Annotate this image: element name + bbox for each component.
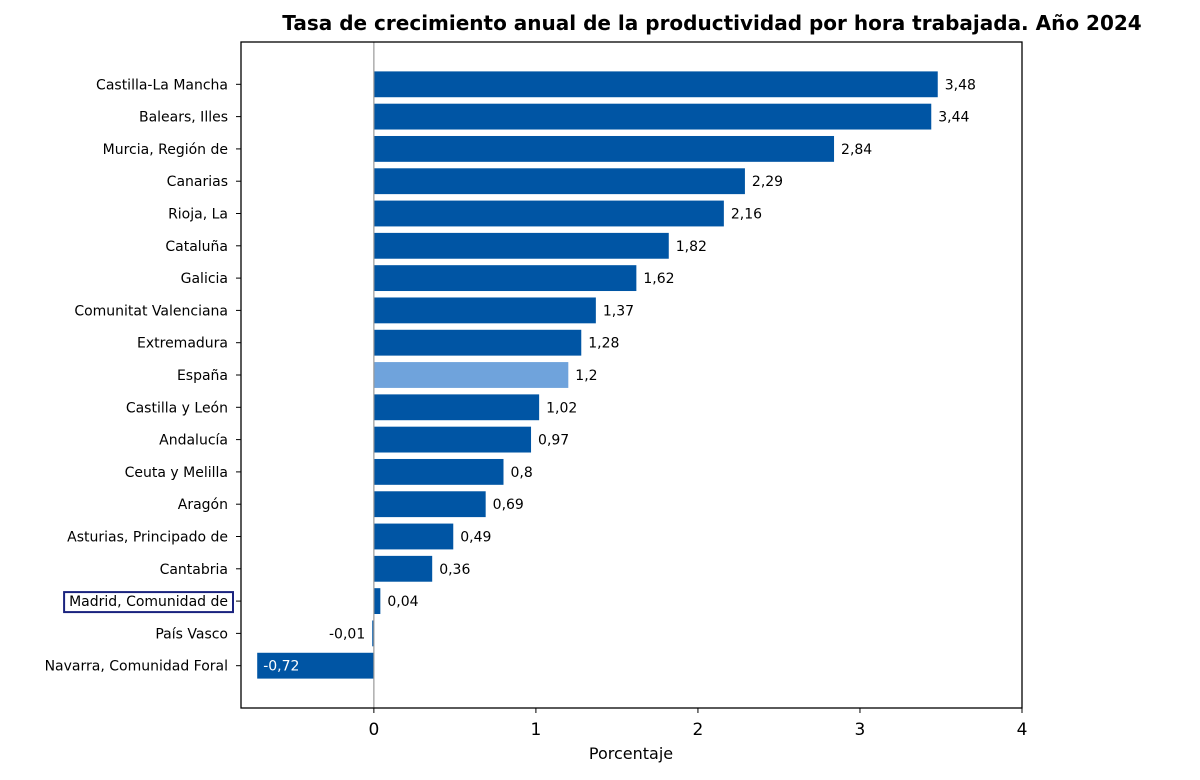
x-tick-label: 2 — [693, 720, 704, 740]
y-tick-label: País Vasco — [155, 626, 228, 642]
bar — [373, 362, 569, 388]
data-label: -0,01 — [329, 626, 365, 642]
data-label: 2,29 — [752, 174, 783, 190]
bar — [373, 329, 582, 356]
y-tick-label: Cantabria — [160, 562, 228, 578]
bar — [373, 135, 835, 162]
bar — [373, 394, 540, 421]
y-tick-label: Aragón — [178, 497, 228, 513]
y-tick-label: Ceuta y Melilla — [125, 465, 228, 481]
data-label: 0,69 — [493, 497, 524, 513]
data-label: 0,97 — [538, 433, 569, 449]
bar — [257, 652, 374, 679]
data-label: 2,16 — [731, 207, 762, 223]
bar — [373, 458, 504, 485]
x-tick-label: 1 — [530, 720, 541, 740]
y-tick-label: Comunitat Valenciana — [74, 303, 228, 319]
data-label: -0,72 — [263, 659, 299, 675]
y-tick-label: España — [177, 368, 228, 384]
bar — [373, 265, 637, 292]
x-axis-label: Porcentaje — [589, 744, 673, 763]
data-label: 0,49 — [460, 529, 491, 545]
bar — [372, 620, 374, 647]
y-tick-label: Navarra, Comunidad Foral — [45, 659, 228, 675]
bar — [373, 523, 454, 550]
data-label: 0,36 — [439, 562, 470, 578]
y-tick-label: Asturias, Principado de — [67, 529, 228, 545]
y-tick-label: Canarias — [167, 174, 228, 190]
data-label: 3,48 — [945, 77, 976, 93]
y-tick-label: Andalucía — [159, 433, 228, 449]
label-highlight-box — [63, 591, 234, 614]
data-label: 1,28 — [588, 336, 619, 352]
data-label: 2,84 — [841, 142, 872, 158]
x-tick-label: 0 — [368, 720, 379, 740]
y-tick-label: Madrid, Comunidad de — [69, 594, 228, 610]
y-tick-label: Castilla y León — [126, 400, 228, 416]
data-label: 3,44 — [938, 110, 969, 126]
x-tick-label: 3 — [855, 720, 866, 740]
bar — [373, 200, 724, 227]
bar — [373, 297, 596, 324]
y-tick-label: Balears, Illes — [139, 110, 228, 126]
y-tick-label: Castilla-La Mancha — [96, 77, 228, 93]
bar — [373, 426, 532, 453]
bar — [373, 491, 486, 518]
bar — [373, 71, 938, 98]
bar — [373, 555, 433, 582]
data-label: 0,04 — [387, 594, 418, 610]
bar — [373, 588, 381, 615]
data-label: 0,8 — [510, 465, 532, 481]
bar — [373, 168, 745, 195]
bar — [373, 232, 669, 259]
data-label: 1,02 — [546, 400, 577, 416]
y-tick-label: Murcia, Región de — [103, 142, 228, 158]
data-label: 1,82 — [676, 239, 707, 255]
x-tick-label: 4 — [1017, 720, 1028, 740]
bar — [373, 103, 932, 130]
y-tick-label: Extremadura — [137, 336, 228, 352]
data-label: 1,62 — [643, 271, 674, 287]
y-tick-label: Galicia — [181, 271, 228, 287]
data-label: 1,2 — [575, 368, 597, 384]
y-tick-label: Cataluña — [165, 239, 228, 255]
y-tick-label: Rioja, La — [168, 207, 228, 223]
chart-title: Tasa de crecimiento anual de la producti… — [282, 11, 1141, 35]
data-label: 1,37 — [603, 303, 634, 319]
